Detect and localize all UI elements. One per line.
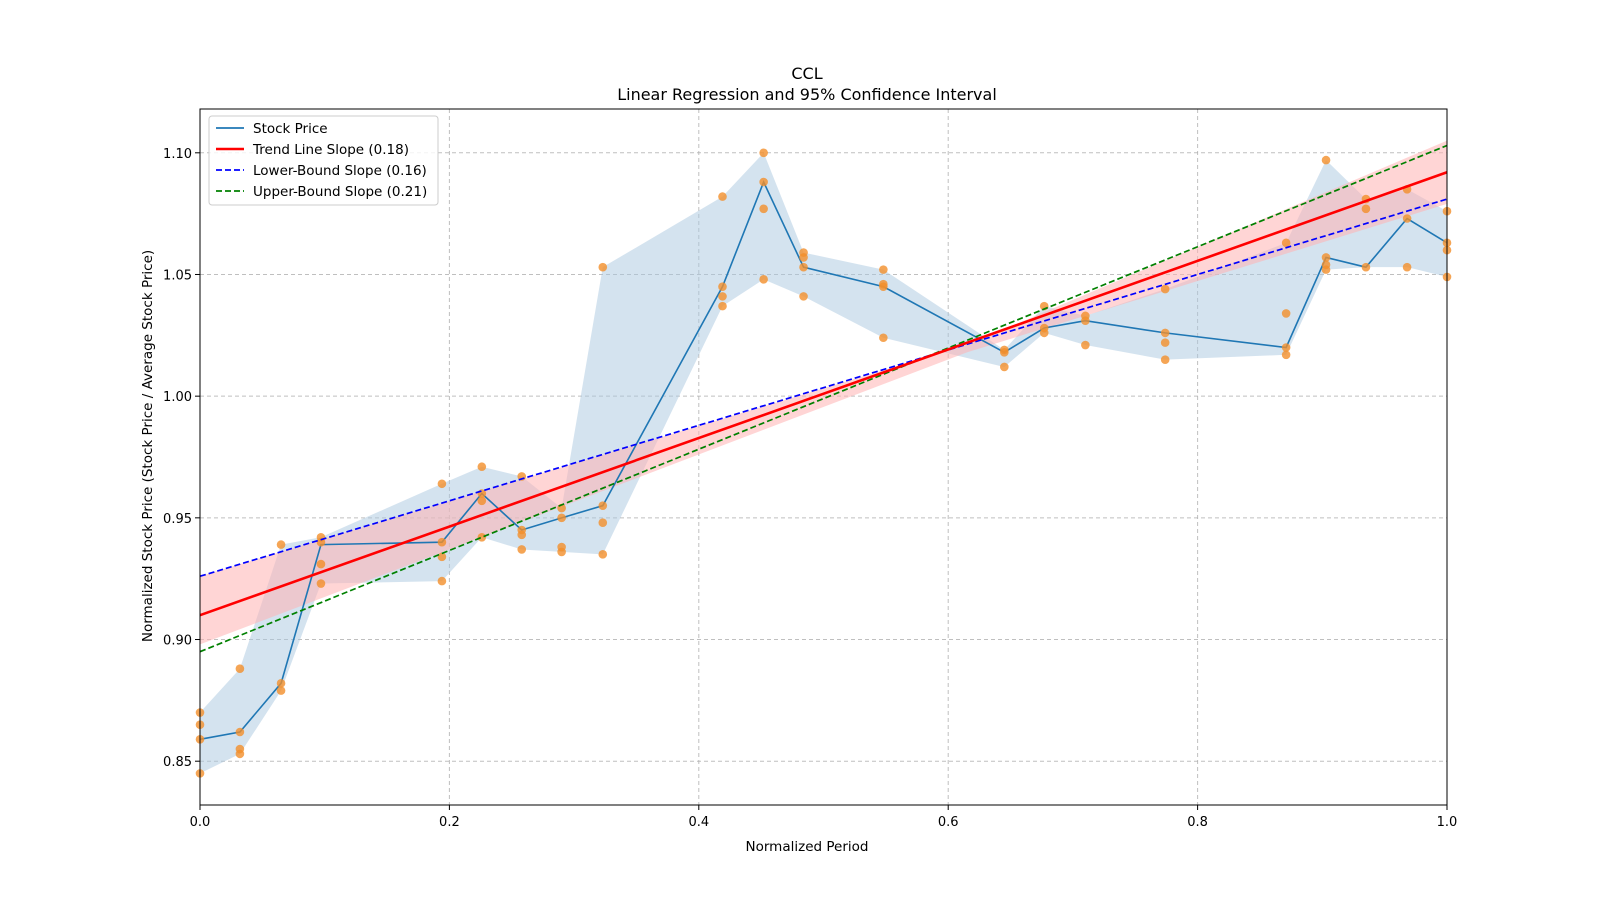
- scatter-point: [879, 333, 888, 343]
- x-tick-label: 0.6: [938, 815, 959, 830]
- x-tick-label: 0.0: [190, 815, 211, 830]
- scatter-point: [276, 540, 286, 549]
- scatter-point: [879, 279, 888, 289]
- scatter-point: [276, 679, 286, 688]
- legend-label: Trend Line Slope (0.18): [252, 142, 409, 158]
- x-tick-label: 0.8: [1187, 815, 1208, 830]
- regression-lines-layer: [199, 144, 1448, 653]
- scatter-point: [557, 542, 566, 552]
- plot-frame: [199, 108, 1448, 806]
- scatter-point: [759, 275, 768, 284]
- scatter-point: [437, 537, 447, 547]
- y-tick-label: 0.90: [163, 634, 192, 649]
- legend-label: Upper-Bound Slope (0.21): [253, 184, 427, 200]
- x-tick-label: 0.2: [439, 815, 460, 830]
- y-tick-label: 1.10: [163, 147, 192, 162]
- scatter-point: [1402, 262, 1412, 272]
- scatter-point: [316, 559, 326, 569]
- scatter-point: [276, 686, 286, 695]
- x-tick-label: 0.4: [688, 815, 709, 830]
- scatter-point: [1081, 311, 1090, 321]
- trend-line: [199, 171, 1448, 617]
- scatter-point: [598, 262, 608, 272]
- scatter-point: [1081, 340, 1090, 350]
- chart-subtitle: Linear Regression and 95% Confidence Int…: [617, 85, 997, 104]
- scatter-point: [1160, 338, 1170, 347]
- scatter-point: [718, 292, 727, 301]
- scatter-point: [879, 265, 888, 274]
- stock-price-band: [200, 152, 1447, 774]
- scatter-point: [1281, 343, 1291, 352]
- scatter-point: [759, 177, 768, 187]
- upper-bound-line: [199, 144, 1448, 653]
- scatter-point: [1361, 204, 1371, 214]
- scatter-layer: [195, 148, 1452, 778]
- axes: 0.0 0.2 0.4 0.6 0.8 1.0 0.85 0.90 0.95 1.00 1.05 1.…: [163, 108, 1458, 830]
- scatter-point: [437, 479, 447, 489]
- scatter-point: [759, 148, 768, 158]
- y-tick-label: 0.85: [163, 755, 192, 770]
- scatter-point: [718, 192, 727, 201]
- scatter-point: [437, 576, 447, 586]
- scatter-point: [1000, 345, 1009, 355]
- scatter-point: [799, 292, 808, 301]
- scatter-point: [1281, 309, 1291, 318]
- scatter-point: [799, 248, 808, 257]
- scatter-point: [316, 579, 326, 588]
- scatter-point: [1321, 155, 1331, 165]
- scatter-point: [598, 518, 608, 528]
- chart-title: CCL: [791, 64, 822, 83]
- x-axis-label: Normalized Period: [746, 839, 869, 855]
- y-axis-label: Normalized Stock Price (Stock Price / Av…: [140, 250, 156, 642]
- x-tick-label: 1.0: [1437, 815, 1458, 830]
- scatter-point: [477, 496, 487, 506]
- scatter-point: [437, 552, 447, 562]
- scatter-point: [1402, 214, 1412, 223]
- scatter-point: [1000, 362, 1009, 372]
- stock-price-layer: [199, 179, 1448, 741]
- scatter-point: [1160, 355, 1170, 364]
- scatter-point: [1321, 260, 1331, 270]
- scatter-point: [718, 282, 727, 291]
- scatter-point: [598, 550, 608, 559]
- y-tick-label: 1.00: [163, 390, 192, 405]
- y-tick-label: 0.95: [163, 512, 192, 527]
- scatter-point: [517, 525, 527, 535]
- scatter-point: [759, 204, 768, 214]
- scatter-point: [598, 501, 608, 510]
- scatter-point: [235, 664, 245, 674]
- legend-label: Lower-Bound Slope (0.16): [253, 163, 427, 179]
- scatter-point: [235, 727, 245, 737]
- y-tick-label: 1.05: [163, 268, 192, 283]
- scatter-point: [557, 513, 566, 523]
- scatter-point: [1321, 253, 1331, 262]
- scatter-point: [1160, 328, 1170, 338]
- lower-bound-line: [199, 198, 1448, 578]
- legend-box: [208, 115, 439, 206]
- scatter-point: [1281, 238, 1291, 248]
- scatter-point: [1281, 350, 1291, 360]
- scatter-point: [1039, 323, 1049, 333]
- scatter-point: [1160, 284, 1170, 294]
- scatter-point: [235, 744, 245, 754]
- legend-label: Stock Price: [253, 121, 328, 137]
- scatter-point: [477, 533, 487, 542]
- scatter-point: [517, 545, 527, 554]
- stock-price-band-layer: [200, 152, 1447, 774]
- scatter-point: [477, 462, 487, 472]
- scatter-point: [718, 301, 727, 311]
- stock-price-line: [199, 179, 1448, 741]
- legend: Stock Price Trend Line Slope (0.18) Lower-…: [208, 115, 439, 206]
- scatter-point: [1361, 262, 1371, 272]
- scatter-point: [799, 262, 808, 272]
